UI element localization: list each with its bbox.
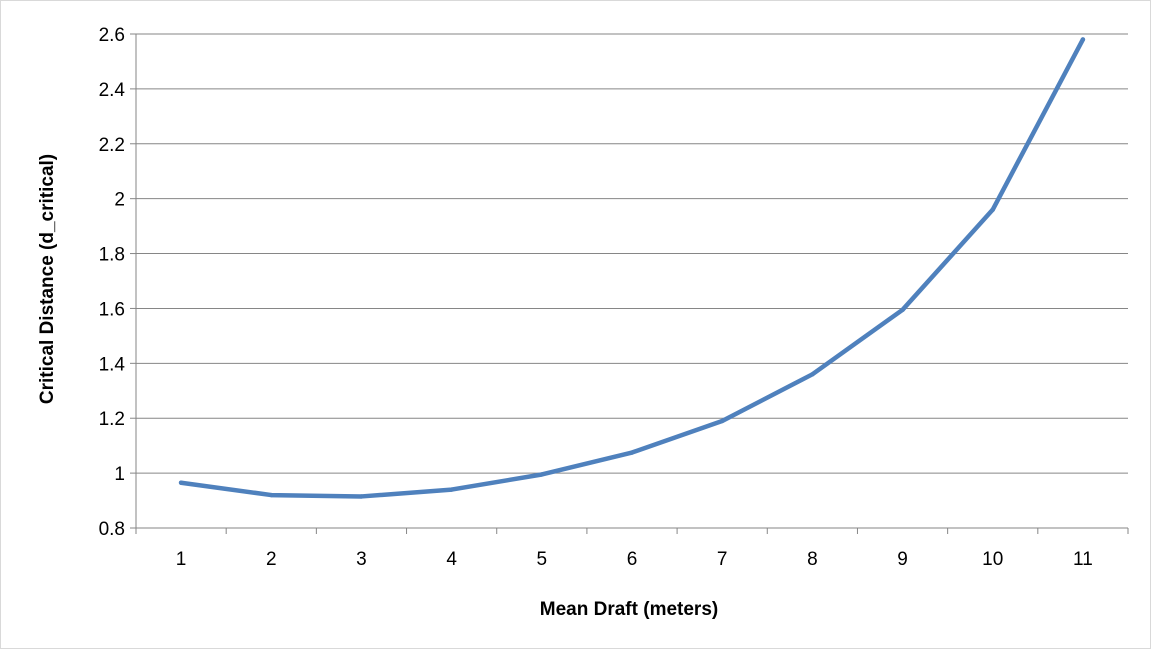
x-axis-title: Mean Draft (meters) — [540, 599, 718, 620]
axes — [130, 33, 1129, 534]
data-point — [449, 487, 454, 492]
y-tick-label: 1 — [114, 464, 125, 485]
data-point — [539, 472, 545, 477]
data-point — [629, 450, 635, 455]
data-point — [1080, 37, 1086, 42]
x-tick-label: 8 — [807, 549, 818, 570]
data-point — [178, 480, 184, 485]
gridlines — [136, 33, 1128, 474]
x-tick-label: 6 — [627, 549, 638, 570]
x-tick-label: 5 — [537, 549, 548, 570]
data-point — [719, 418, 725, 424]
data-point — [810, 372, 815, 377]
x-tick-label: 9 — [897, 549, 908, 570]
y-tick-label: 2.6 — [99, 25, 125, 46]
data-point — [900, 307, 905, 313]
y-axis-title: Critical Distance (d_critical) — [37, 154, 58, 404]
y-tick-label: 1.2 — [99, 409, 125, 430]
y-tick-label: 2.2 — [99, 135, 125, 156]
x-tick-label: 3 — [356, 549, 367, 570]
y-tick-label: 1.6 — [99, 299, 125, 320]
x-tick-label: 10 — [982, 549, 1003, 570]
x-tick-label: 11 — [1073, 549, 1093, 570]
y-tick-label: 1.4 — [99, 354, 126, 375]
x-tick-labels: 1 2 3 4 5 6 7 8 9 10 11 — [176, 549, 1093, 570]
x-tick-label: 1 — [176, 549, 187, 570]
data-point — [359, 494, 364, 499]
series-layer — [178, 37, 1086, 499]
y-tick-labels: 0.8 1 1.2 1.4 1.6 1.8 2 2.2 2.4 2.6 — [99, 25, 126, 540]
data-point — [990, 207, 995, 212]
y-tick-label: 2 — [114, 190, 125, 211]
y-tick-label: 2.4 — [99, 80, 126, 101]
y-tick-label: 1.8 — [99, 245, 125, 266]
y-tick-label: 0.8 — [99, 519, 125, 540]
data-point — [269, 492, 274, 498]
x-tick-label: 4 — [446, 549, 457, 570]
x-tick-label: 2 — [266, 549, 277, 570]
x-tick-label: 7 — [717, 549, 728, 570]
series-line — [178, 37, 1086, 499]
